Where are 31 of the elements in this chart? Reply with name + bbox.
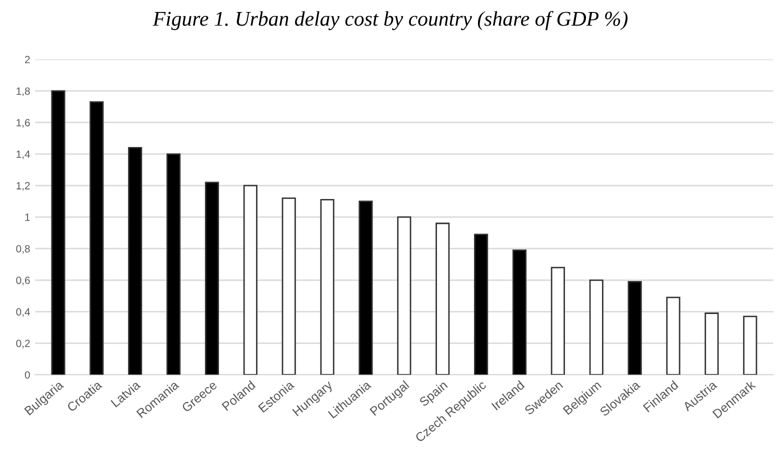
y-tick-label: 0,6: [16, 276, 30, 286]
bar: [243, 184, 258, 375]
bar: [628, 281, 642, 375]
bar: [512, 249, 527, 375]
y-tick-label: 1,8: [16, 87, 30, 96]
bar: [474, 234, 488, 375]
bar: [436, 222, 450, 375]
bar: [90, 101, 104, 375]
y-tick-label: 0,8: [16, 245, 30, 254]
y-tick-label: 0: [24, 371, 30, 379]
y-tick-label: 0,2: [16, 340, 30, 348]
y-tick-label: 1,4: [16, 150, 30, 160]
bar: [666, 296, 680, 375]
bar: [397, 216, 412, 375]
bar: [589, 279, 604, 375]
bar: [358, 200, 373, 375]
y-tick-label: 1: [25, 214, 30, 221]
bar: [282, 197, 296, 375]
bar: [166, 153, 181, 375]
bar: [204, 182, 220, 375]
y-tick-label: 2: [25, 56, 30, 64]
bar: [704, 312, 719, 375]
y-tick-label: 0,4: [16, 308, 30, 317]
y-tick-label: 1,2: [16, 182, 30, 191]
bar: [743, 316, 758, 375]
y-tick-label: 1,6: [16, 118, 30, 128]
bar: [550, 266, 565, 375]
chart-title: Figure 1. Urban delay cost by country (share of GDP %): [152, 10, 628, 30]
bar: [51, 90, 66, 375]
bar: [320, 199, 334, 375]
bar: [128, 147, 142, 375]
